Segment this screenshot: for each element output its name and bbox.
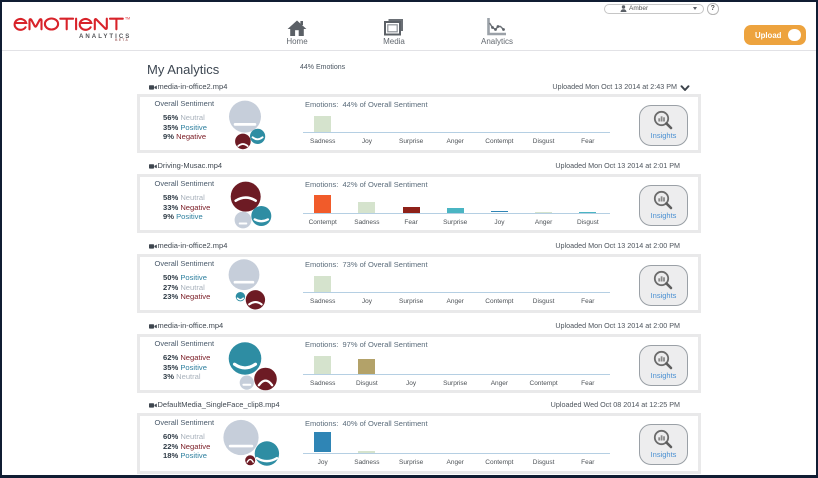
svg-text:ANALYTICS: ANALYTICS [79,33,131,40]
svg-text:TM: TM [125,17,130,21]
svg-text:BETA: BETA [115,38,129,42]
